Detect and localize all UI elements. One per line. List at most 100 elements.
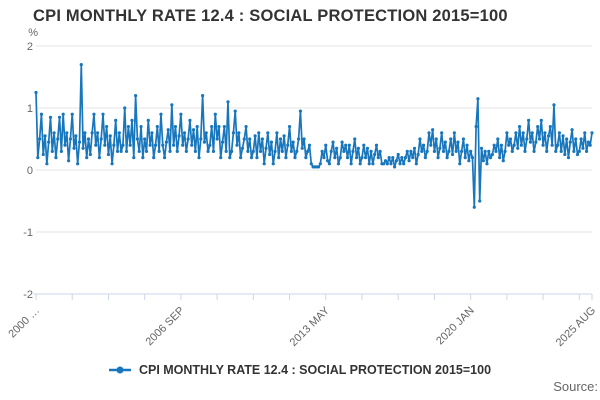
data-point-marker[interactable] [588, 143, 592, 147]
data-point-marker[interactable] [45, 162, 49, 166]
data-point-marker[interactable] [255, 156, 259, 160]
data-point-marker[interactable] [186, 137, 190, 141]
data-point-marker[interactable] [521, 131, 525, 135]
data-point-marker[interactable] [389, 162, 393, 166]
data-point-marker[interactable] [271, 162, 275, 166]
data-point-marker[interactable] [132, 156, 136, 160]
data-point-marker[interactable] [490, 152, 494, 157]
data-point-marker[interactable] [440, 131, 444, 135]
data-point-marker[interactable] [235, 143, 239, 147]
data-point-marker[interactable] [121, 143, 125, 147]
data-point-marker[interactable] [72, 146, 76, 150]
data-point-marker[interactable] [557, 131, 562, 135]
data-point-marker[interactable] [541, 143, 545, 147]
data-point-marker[interactable] [458, 162, 462, 166]
data-point-marker[interactable] [427, 131, 431, 135]
data-point-marker[interactable] [566, 156, 571, 160]
data-point-marker[interactable] [443, 140, 447, 144]
data-point-marker[interactable] [403, 156, 408, 160]
data-point-marker[interactable] [217, 125, 221, 129]
data-point-marker[interactable] [124, 149, 129, 153]
data-point-marker[interactable] [182, 131, 187, 135]
data-point-marker[interactable] [230, 149, 234, 153]
data-point-marker[interactable] [85, 156, 89, 160]
data-point-marker[interactable] [405, 149, 409, 153]
data-point-marker[interactable] [449, 137, 453, 141]
data-point-marker[interactable] [63, 143, 67, 147]
data-point-marker[interactable] [460, 149, 464, 153]
data-point-marker[interactable] [318, 162, 322, 166]
data-point-marker[interactable] [34, 90, 38, 95]
data-point-marker[interactable] [537, 137, 542, 141]
data-point-marker[interactable] [228, 156, 232, 160]
data-point-marker[interactable] [358, 162, 362, 166]
data-point-marker[interactable] [552, 103, 556, 107]
data-point-marker[interactable] [570, 128, 574, 132]
data-point-marker[interactable] [344, 143, 348, 147]
data-point-marker[interactable] [512, 143, 516, 147]
data-point-marker[interactable] [117, 131, 121, 135]
data-point-marker[interactable] [507, 143, 511, 147]
data-point-marker[interactable] [202, 140, 207, 144]
data-point-marker[interactable] [581, 146, 585, 150]
data-point-marker[interactable] [584, 149, 589, 153]
data-point-marker[interactable] [126, 125, 130, 129]
data-point-marker[interactable] [534, 140, 538, 144]
data-point-marker[interactable] [501, 159, 505, 163]
data-point-marker[interactable] [148, 143, 152, 147]
data-point-marker[interactable] [335, 146, 339, 150]
data-point-marker[interactable] [353, 137, 357, 141]
data-point-marker[interactable] [476, 97, 480, 101]
data-point-marker[interactable] [465, 143, 469, 147]
data-point-marker[interactable] [347, 143, 351, 147]
data-point-marker[interactable] [130, 118, 134, 122]
data-point-marker[interactable] [519, 143, 523, 147]
data-point-marker[interactable] [485, 162, 489, 166]
data-point-marker[interactable] [445, 156, 449, 160]
data-point-marker[interactable] [516, 146, 520, 150]
data-point-marker[interactable] [425, 149, 429, 153]
data-point-marker[interactable] [99, 137, 103, 141]
data-point-marker[interactable] [324, 143, 328, 147]
data-point-marker[interactable] [539, 118, 543, 122]
data-point-marker[interactable] [307, 143, 312, 147]
data-point-marker[interactable] [483, 149, 487, 153]
data-point-marker[interactable] [510, 149, 514, 153]
data-point-marker[interactable] [94, 143, 98, 147]
data-point-marker[interactable] [157, 149, 161, 153]
data-point-marker[interactable] [392, 165, 397, 169]
data-point-marker[interactable] [206, 149, 210, 153]
data-point-marker[interactable] [505, 131, 509, 135]
data-point-marker[interactable] [219, 156, 223, 160]
data-point-marker[interactable] [498, 156, 502, 160]
data-point-marker[interactable] [331, 140, 335, 144]
data-point-marker[interactable] [306, 149, 310, 153]
data-point-marker[interactable] [327, 162, 331, 166]
data-point-marker[interactable] [496, 137, 500, 141]
data-point-marker[interactable] [242, 137, 246, 141]
data-point-marker[interactable] [57, 115, 62, 119]
data-point-marker[interactable] [461, 137, 466, 141]
data-point-marker[interactable] [282, 134, 286, 138]
data-point-marker[interactable] [36, 156, 40, 160]
data-point-marker[interactable] [382, 162, 386, 166]
data-point-marker[interactable] [260, 137, 264, 141]
data-point-marker[interactable] [70, 112, 74, 116]
data-point-marker[interactable] [291, 140, 295, 144]
data-point-marker[interactable] [463, 156, 467, 160]
data-point-marker[interactable] [137, 149, 141, 153]
data-point-marker[interactable] [450, 152, 455, 157]
data-point-marker[interactable] [494, 149, 498, 153]
data-point-marker[interactable] [101, 112, 105, 116]
data-point-marker[interactable] [76, 162, 80, 166]
data-point-marker[interactable] [575, 152, 580, 157]
data-point-marker[interactable] [128, 143, 132, 147]
data-point-marker[interactable] [554, 149, 558, 153]
data-point-marker[interactable] [467, 159, 471, 163]
data-point-marker[interactable] [277, 156, 281, 160]
data-point-marker[interactable] [302, 137, 306, 141]
data-point-marker[interactable] [590, 131, 594, 135]
data-point-marker[interactable] [284, 156, 288, 160]
data-point-marker[interactable] [208, 143, 212, 147]
